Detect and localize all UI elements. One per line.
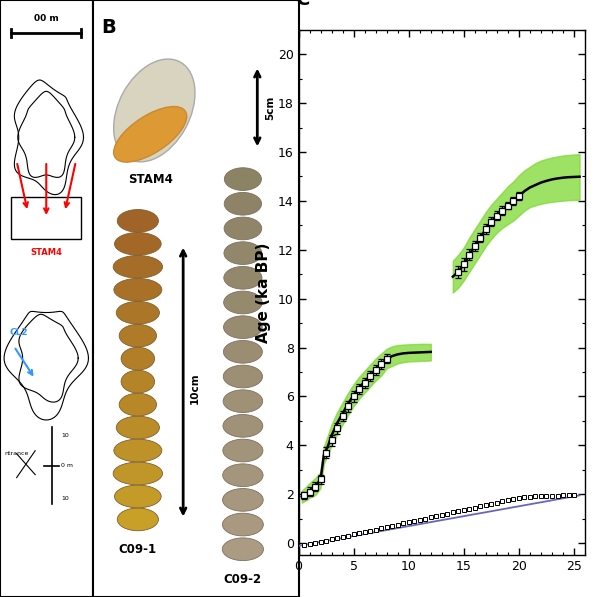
Text: C09-1: C09-1 [119, 543, 157, 556]
Text: 10cm: 10cm [189, 373, 199, 404]
Ellipse shape [117, 508, 158, 531]
Ellipse shape [223, 365, 263, 388]
Ellipse shape [117, 210, 158, 232]
Ellipse shape [114, 278, 162, 301]
Ellipse shape [223, 513, 263, 536]
Ellipse shape [223, 340, 263, 363]
Ellipse shape [113, 462, 162, 485]
Ellipse shape [113, 106, 187, 162]
Ellipse shape [223, 316, 262, 338]
Text: C09-2: C09-2 [224, 573, 262, 586]
Ellipse shape [224, 192, 261, 215]
Text: B: B [101, 18, 116, 37]
Text: 5cm: 5cm [266, 96, 276, 119]
Text: STAM4: STAM4 [128, 173, 173, 186]
Ellipse shape [113, 59, 195, 162]
Ellipse shape [223, 439, 263, 462]
Ellipse shape [223, 464, 263, 487]
Ellipse shape [121, 347, 155, 370]
Ellipse shape [224, 266, 262, 289]
Ellipse shape [116, 301, 159, 324]
Ellipse shape [224, 242, 262, 264]
Text: ntrance: ntrance [5, 451, 29, 456]
Ellipse shape [223, 390, 263, 413]
Ellipse shape [119, 393, 156, 416]
Ellipse shape [115, 485, 161, 508]
Ellipse shape [115, 232, 161, 255]
Ellipse shape [223, 414, 263, 437]
Text: 00 m: 00 m [34, 14, 59, 23]
Ellipse shape [224, 291, 262, 314]
Text: CL2: CL2 [10, 328, 28, 337]
Ellipse shape [116, 416, 159, 439]
Ellipse shape [113, 256, 162, 278]
Text: C: C [296, 0, 310, 9]
Ellipse shape [114, 439, 162, 462]
Ellipse shape [223, 488, 263, 511]
Ellipse shape [121, 370, 155, 393]
Text: STAM4: STAM4 [30, 248, 62, 257]
Ellipse shape [224, 168, 261, 190]
Ellipse shape [224, 217, 261, 240]
Text: 10: 10 [61, 496, 69, 501]
Text: 10: 10 [61, 433, 69, 438]
Ellipse shape [222, 538, 263, 561]
Y-axis label: Age (ka BP): Age (ka BP) [256, 242, 271, 343]
Ellipse shape [119, 324, 156, 347]
Text: 0 m: 0 m [61, 463, 73, 468]
